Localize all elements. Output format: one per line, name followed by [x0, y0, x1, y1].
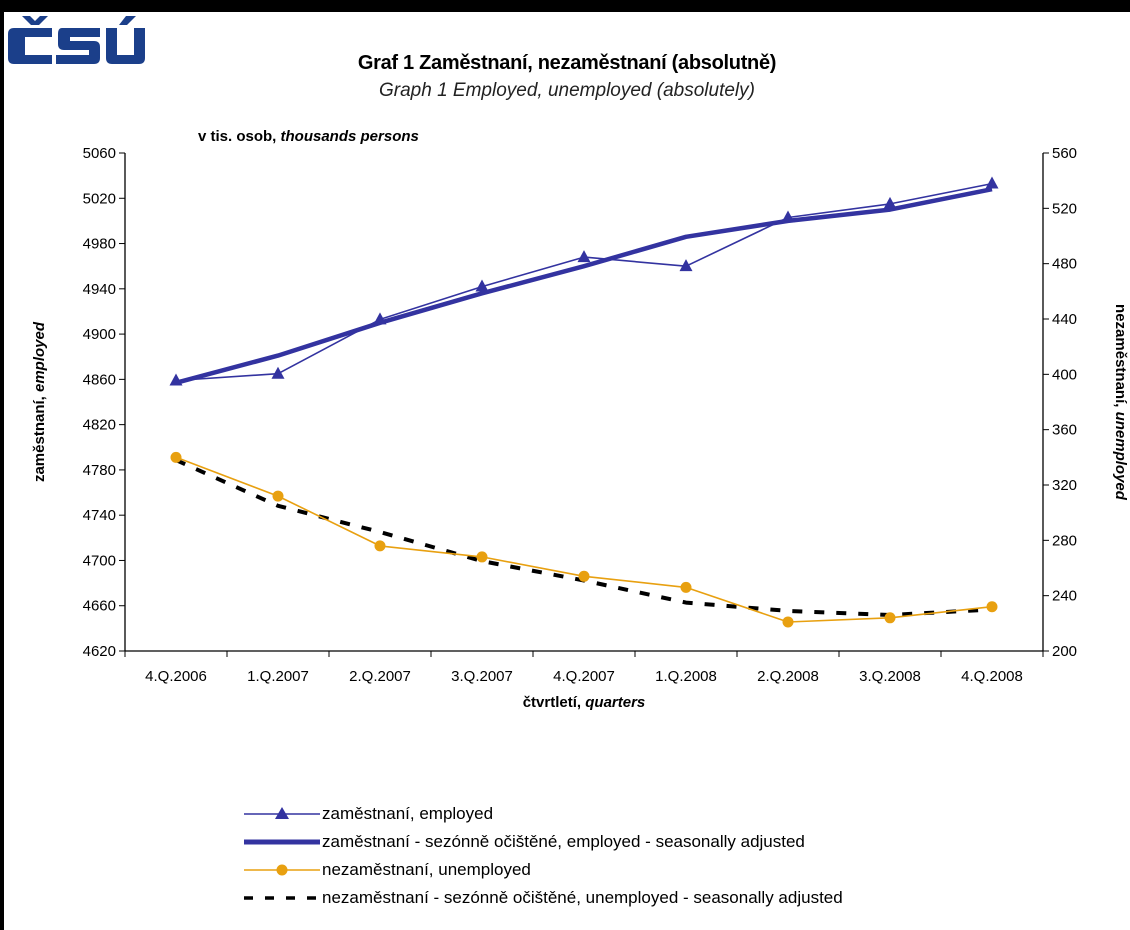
employed-point	[475, 279, 489, 292]
legend-label-unemployed-sa: nezaměstnaní - sezónně očištěné, unemplo…	[322, 888, 843, 907]
y-left-tick-label: 5020	[83, 190, 116, 207]
y-left-tick-label: 5060	[83, 145, 116, 162]
x-tick-label: 4.Q.2007	[553, 668, 615, 685]
unemployed-point	[578, 570, 590, 582]
legend-swatch-unemployed	[244, 864, 320, 876]
employed-point	[679, 259, 693, 272]
unemployed-point	[272, 490, 284, 502]
series-line-1	[175, 186, 993, 385]
legend-item-unemployed: nezaměstnaní, unemployed	[244, 858, 1044, 882]
unemployed-point	[476, 551, 488, 563]
employed-point	[781, 210, 795, 223]
y-axis-left-title: zaměstnaní, employed	[31, 321, 48, 482]
legend-label-employed-sa: zaměstnaní - sezónně očištěné, employed …	[322, 832, 805, 851]
x-tick-label: 4.Q.2008	[961, 668, 1023, 685]
y-right-tick-label: 440	[1052, 311, 1077, 328]
y-left-tick-label: 4780	[83, 462, 116, 479]
y-right-tick-label: 280	[1052, 532, 1077, 549]
legend-swatch-employed	[244, 807, 320, 819]
legend-swatch-unemployed-sa	[244, 896, 320, 900]
legend-item-employed: zaměstnaní, employed	[244, 802, 1044, 826]
employed-point	[577, 250, 591, 263]
y-right-tick-label: 560	[1052, 145, 1077, 162]
legend-label-employed: zaměstnaní, employed	[322, 804, 494, 823]
x-tick-label: 4.Q.2006	[145, 668, 207, 685]
employed-point	[271, 366, 285, 379]
legend-item-employed-sa: zaměstnaní - sezónně očištěné, employed …	[244, 830, 1044, 854]
unemployed-point	[986, 601, 998, 613]
y-left-tick-label: 4700	[83, 552, 116, 569]
x-tick-label: 1.Q.2008	[655, 668, 717, 685]
unemployed-point	[374, 540, 386, 552]
y-right-tick-label: 480	[1052, 256, 1077, 273]
y-right-tick-label: 320	[1052, 477, 1077, 494]
y-left-tick-label: 4940	[83, 281, 116, 298]
y-right-tick-label: 400	[1052, 366, 1077, 383]
series-line-2	[175, 456, 993, 623]
units-label: v tis. osob, thousands persons	[198, 128, 419, 145]
chart-frame: Graf 1 Zaměstnaní, nezaměstnaní (absolut…	[4, 12, 1130, 930]
chart-title: Graf 1 Zaměstnaní, nezaměstnaní (absolut…	[357, 52, 777, 74]
employed-point	[883, 196, 897, 209]
y-left-tick-label: 4900	[83, 326, 116, 343]
y-right-tick-label: 520	[1052, 200, 1077, 217]
unemployed-point	[884, 612, 896, 624]
legend-swatch-employed-sa	[244, 839, 320, 845]
x-tick-label: 3.Q.2008	[859, 668, 921, 685]
x-tick-label: 2.Q.2008	[757, 668, 819, 685]
y-right-tick-label: 240	[1052, 588, 1077, 605]
y-left-tick-label: 4660	[83, 598, 116, 615]
unemployed-point	[170, 451, 182, 463]
y-left-tick-label: 4820	[83, 417, 116, 434]
unemployed-point	[680, 581, 692, 593]
csu-logo	[8, 16, 145, 64]
y-right-tick-label: 200	[1052, 643, 1077, 660]
y-left-tick-label: 4980	[83, 236, 116, 253]
line-chart: 4620 4660 4700 4740 4780 4820 4860 4900 4940 4980…	[31, 128, 1129, 711]
legend-item-unemployed-sa: nezaměstnaní - sezónně očištěné, unemplo…	[244, 886, 1044, 910]
employed-point	[985, 176, 999, 189]
x-tick-label: 1.Q.2007	[247, 668, 309, 685]
x-tick-label: 3.Q.2007	[451, 668, 513, 685]
y-axis-right-title: nezaměstnaní, unemployed	[1112, 304, 1129, 501]
y-left-tick-label: 4860	[83, 371, 116, 388]
employed-point	[169, 373, 183, 386]
unemployed-point	[782, 616, 794, 628]
y-left-tick-label: 4620	[83, 643, 116, 660]
y-left-tick-label: 4740	[83, 507, 116, 524]
legend-label-unemployed: nezaměstnaní, unemployed	[322, 860, 531, 879]
series-line-3	[175, 458, 993, 617]
employed-point	[373, 312, 387, 325]
x-axis-title: čtvrtletí, quarters	[523, 694, 646, 711]
y-right-tick-label: 360	[1052, 422, 1077, 439]
x-tick-label: 2.Q.2007	[349, 668, 411, 685]
chart-subtitle: Graph 1 Employed, unemployed (absolutely…	[379, 80, 755, 101]
